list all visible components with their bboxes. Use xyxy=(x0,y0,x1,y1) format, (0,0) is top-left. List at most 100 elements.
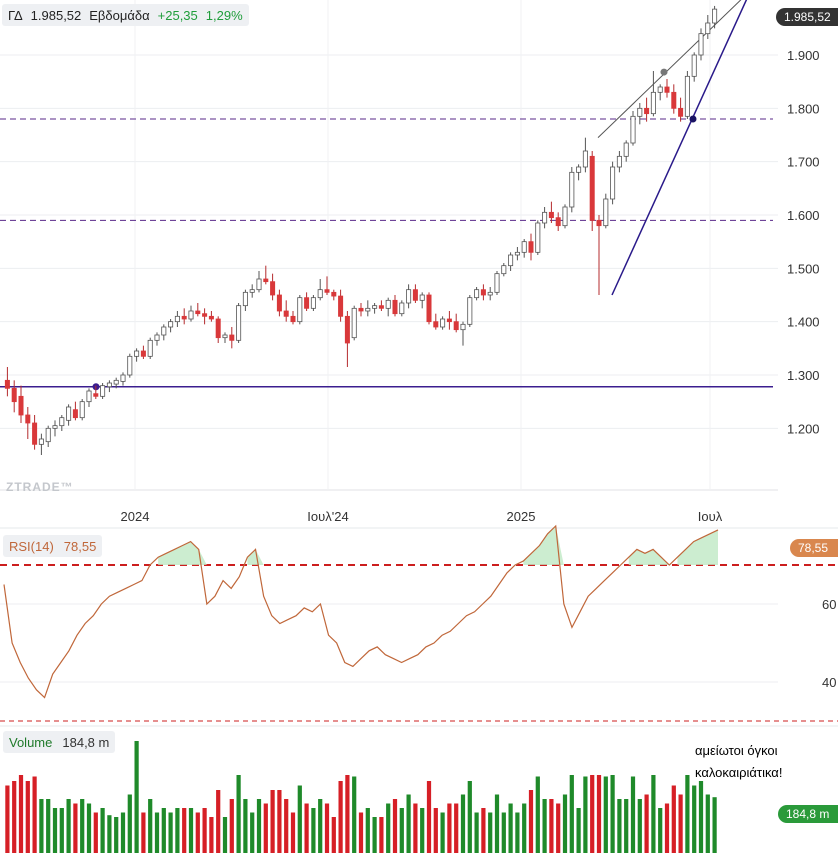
volume-bar xyxy=(372,817,377,853)
volume-bar xyxy=(290,812,296,853)
candle-body xyxy=(338,295,344,317)
period-label[interactable]: Εβδομάδα xyxy=(89,7,150,23)
candle-body xyxy=(202,313,208,317)
volume-bar xyxy=(59,808,64,853)
volume-bar xyxy=(311,808,316,853)
volume-value: 184,8 m xyxy=(62,734,110,750)
candle-body xyxy=(671,91,677,109)
volume-bar xyxy=(236,775,241,853)
candle-body xyxy=(494,273,500,293)
candle-body xyxy=(378,305,384,309)
volume-bar xyxy=(515,812,520,853)
candle-body xyxy=(487,291,493,296)
candle-body xyxy=(317,289,323,299)
candle-body xyxy=(229,334,235,341)
candle-body xyxy=(630,115,636,144)
volume-bar xyxy=(481,808,486,853)
volume-bar xyxy=(562,794,568,853)
volume-bar xyxy=(25,781,30,853)
volume-bar xyxy=(263,803,268,853)
volume-bars xyxy=(5,741,717,853)
candle-body xyxy=(188,310,194,320)
candle-body xyxy=(127,355,133,376)
candle-body xyxy=(263,278,269,283)
candle-body xyxy=(52,425,58,429)
candle-body xyxy=(657,86,663,93)
volume-bar xyxy=(304,803,309,853)
candle-body xyxy=(637,107,643,117)
volume-bar xyxy=(107,815,112,853)
candle-body xyxy=(385,299,391,309)
candle-body xyxy=(168,321,174,328)
candle-body xyxy=(45,427,51,443)
candle-body xyxy=(610,166,616,200)
annotation-note: αμείωτοι όγκοι καλοκαιριάτικα! xyxy=(695,740,782,784)
candle-body xyxy=(38,438,44,445)
volume-bar xyxy=(175,808,180,853)
candle-body xyxy=(304,297,310,309)
price-tick-label: 1.900 xyxy=(787,48,820,63)
candle-body xyxy=(215,318,221,339)
candle-body xyxy=(134,350,140,357)
volume-bar xyxy=(52,808,58,853)
volume-bar xyxy=(664,803,670,853)
candle-body xyxy=(555,217,561,227)
candle-body xyxy=(310,297,316,309)
volume-bar xyxy=(685,775,690,853)
volume-bar xyxy=(379,817,384,853)
volume-bar xyxy=(80,799,85,853)
candle-body xyxy=(283,310,289,317)
volume-bar xyxy=(454,803,459,853)
candle-body xyxy=(270,281,276,296)
volume-bar xyxy=(277,790,282,853)
volume-bar xyxy=(399,808,404,853)
volume-bar xyxy=(73,803,78,853)
volume-bar xyxy=(141,812,146,853)
candle-body xyxy=(358,307,364,312)
volume-bar xyxy=(270,790,275,853)
volume-bar xyxy=(134,741,139,853)
candle-body xyxy=(623,142,629,157)
price-tick-label: 1.400 xyxy=(787,315,820,330)
volume-bar xyxy=(114,817,119,853)
volume-bar xyxy=(297,785,302,853)
volume-bar xyxy=(386,803,391,853)
candle-body xyxy=(501,265,507,275)
volume-bar xyxy=(576,808,581,853)
candle-body xyxy=(474,289,480,299)
candle-body xyxy=(79,401,85,419)
chart-header: ΓΔ 1.985,52 Εβδομάδα +25,35 1,29% xyxy=(2,4,249,26)
volume-bar xyxy=(420,808,425,853)
candle-body xyxy=(508,254,514,267)
volume-bar xyxy=(522,803,527,853)
volume-bar xyxy=(256,799,262,853)
volume-bar xyxy=(243,799,248,853)
candle-body xyxy=(161,326,167,336)
x-tick-label: Ιουλ xyxy=(698,509,723,524)
rsi-header[interactable]: RSI(14) 78,55 xyxy=(3,535,103,557)
candle-body xyxy=(32,422,38,445)
volume-bar xyxy=(32,776,37,853)
volume-label: Volume xyxy=(9,734,53,750)
candle-body xyxy=(521,241,527,253)
volume-bar xyxy=(46,799,51,853)
candle-body xyxy=(72,409,78,419)
channel-upper-point xyxy=(660,68,668,76)
volume-bar xyxy=(93,812,98,853)
candle-body xyxy=(433,321,439,328)
volume-bar xyxy=(596,775,602,853)
volume-bar xyxy=(331,817,336,853)
candle-body xyxy=(324,289,330,293)
x-tick-label: 2024 xyxy=(121,509,150,524)
volume-bar xyxy=(216,790,221,853)
candle-body xyxy=(406,289,412,304)
candle-body xyxy=(644,107,650,115)
candle-body xyxy=(276,294,282,312)
volume-bar xyxy=(12,781,17,853)
price-tick-label: 1.500 xyxy=(787,261,820,276)
candle-body xyxy=(562,206,568,227)
candle-body xyxy=(66,406,72,421)
watermark-logo: ZTRADE™ xyxy=(6,480,74,494)
volume-header[interactable]: Volume 184,8 m xyxy=(3,731,116,753)
price-tick-label: 1.300 xyxy=(787,368,820,383)
